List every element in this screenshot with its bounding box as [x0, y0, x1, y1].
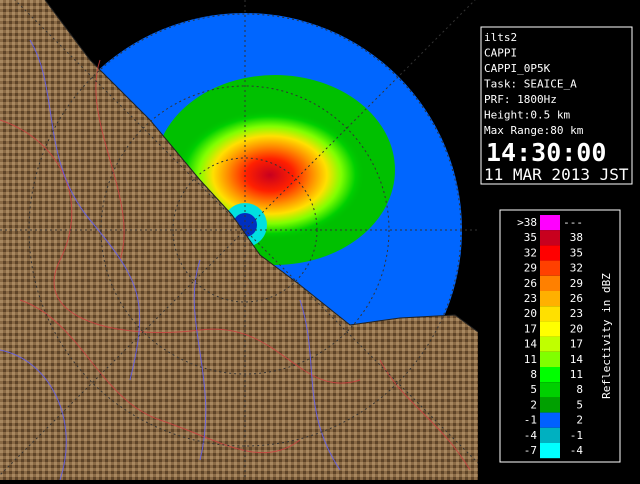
info-line: CAPPI_0P5K	[484, 62, 551, 75]
info-line: PRF: 1800Hz	[484, 93, 557, 106]
range-rings	[0, 0, 478, 480]
legend-upper: 17	[570, 338, 583, 351]
legend-title: Reflectivity in dBZ	[600, 273, 613, 399]
legend-swatch	[540, 336, 560, 352]
legend-swatch	[540, 321, 560, 337]
legend-swatch	[540, 215, 560, 231]
legend-upper: 26	[570, 292, 583, 305]
legend-swatch	[540, 397, 560, 413]
map	[0, 0, 478, 480]
legend-upper: 35	[570, 246, 583, 259]
legend-swatch	[540, 275, 560, 291]
legend-lower: >38	[517, 216, 537, 229]
legend-swatch	[540, 306, 560, 322]
legend-lower: -1	[524, 414, 537, 427]
legend-upper: 2	[576, 414, 583, 427]
legend-lower: 11	[524, 353, 537, 366]
legend-lower: 8	[530, 368, 537, 381]
legend-upper: -1	[570, 429, 583, 442]
legend-lower: 2	[530, 398, 537, 411]
land	[0, 0, 478, 480]
legend-lower: 17	[524, 322, 537, 335]
legend-upper: 38	[570, 231, 583, 244]
legend-lower: 29	[524, 262, 537, 275]
info-line: ilts2	[484, 31, 517, 44]
legend-rows: >38 --- 35 38 32 35 29 32 26 29 23 26 20 23 17 20 14 17 11…	[517, 215, 584, 459]
legend-upper: ---	[563, 216, 583, 229]
legend-swatch	[540, 230, 560, 246]
legend-upper: 20	[570, 322, 583, 335]
legend-lower: 23	[524, 292, 537, 305]
info-line: Height:0.5 km	[484, 109, 570, 122]
info-line: CAPPI	[484, 47, 517, 60]
rivers	[0, 39, 341, 480]
legend-swatch	[540, 291, 560, 307]
legend-lower: 5	[530, 383, 537, 396]
legend-lower: -7	[524, 444, 537, 457]
info-line: Task: SEAICE_A	[484, 78, 577, 91]
info-lines: ilts2 CAPPI CAPPI_0P5K Task: SEAICE_A PRF: 1…	[484, 31, 584, 137]
legend-swatch	[540, 427, 560, 443]
legend-lower: 32	[524, 246, 537, 259]
legend-lower: 20	[524, 307, 537, 320]
legend-lower: 14	[524, 338, 538, 351]
info-line: Max Range:80 km	[484, 124, 584, 137]
legend-swatch	[540, 260, 560, 276]
legend-swatch	[540, 443, 560, 459]
legend-lower: -4	[524, 429, 538, 442]
legend-upper: 23	[570, 307, 583, 320]
legend-lower: 35	[524, 231, 537, 244]
legend-swatch	[540, 412, 560, 428]
time: 14:30:00	[486, 138, 606, 167]
legend-upper: -4	[570, 444, 584, 457]
legend-lower: 26	[524, 277, 537, 290]
info-panel	[480, 26, 633, 185]
legend-upper: 14	[570, 353, 584, 366]
legend-swatch	[540, 245, 560, 261]
legend-upper: 11	[570, 368, 583, 381]
legend-swatch	[540, 382, 560, 398]
legend-swatch	[540, 351, 560, 367]
legend-upper: 5	[576, 398, 583, 411]
coastline	[44, 0, 478, 333]
date: 11 MAR 2013 JST	[484, 165, 629, 184]
legend-swatch	[540, 367, 560, 383]
legend-upper: 8	[576, 383, 583, 396]
legend-upper: 29	[570, 277, 583, 290]
legend-upper: 32	[570, 262, 583, 275]
